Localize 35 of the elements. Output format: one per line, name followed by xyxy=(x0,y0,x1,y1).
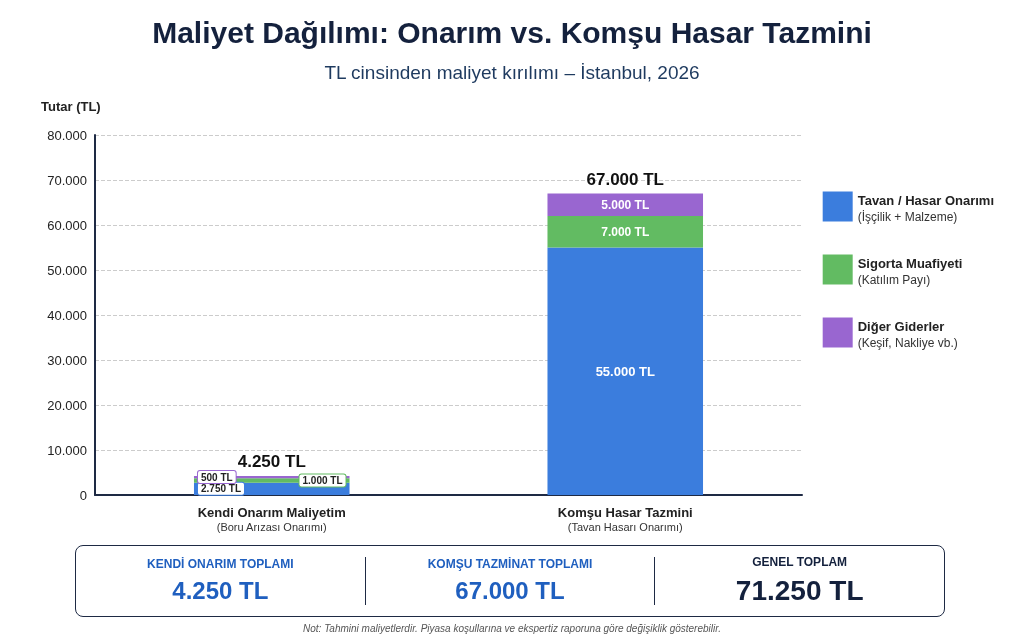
data-label: 55.000 TL xyxy=(595,363,655,379)
y-tick-label: 20.000 xyxy=(47,397,87,413)
y-tick-label: 50.000 xyxy=(47,262,87,278)
text: KOMŞU TAZMİNAT TOPLAMI xyxy=(426,557,594,571)
text: 71.250 TL xyxy=(734,575,865,607)
text: Not: Tahmini maliyetlerdir. Piyasa koşullarına ve ekspertiz raporuna göre değişiklik gösterebilir. xyxy=(302,623,722,634)
chart-subtitle: TL cinsinden maliyet kırılımı – İstanbul, 2026 xyxy=(324,62,700,83)
text: 4.250 TL xyxy=(171,577,270,605)
legend-label: Tavan / Hasar Onarımı (İşçilik + Malzeme) xyxy=(857,193,995,224)
y-tick-label: 10.000 xyxy=(47,442,87,458)
y-tick-label: 30.000 xyxy=(47,352,87,368)
bar xyxy=(547,193,704,216)
data-label: 5.000 TL xyxy=(601,197,650,212)
text: KENDİ ONARIM TOPLAMI xyxy=(146,557,295,571)
data-label: 2.750 TL xyxy=(200,483,242,495)
x-tick-label: Komşu Hasar Tazmini (Tavan Hasarı Onarımı) xyxy=(557,504,693,533)
total-label: 4.250 TL xyxy=(237,451,306,471)
legend-label: Sigorta Muafiyeti (Katılım Payı) xyxy=(857,256,963,287)
bar xyxy=(547,247,704,495)
y-axis-title: Tutar (TL) xyxy=(41,99,101,114)
total-label: 67.000 TL xyxy=(586,169,664,189)
data-label: 7.000 TL xyxy=(601,224,650,239)
chart-title: Maliyet Dağılımı: Onarım vs. Komşu Hasar Tazmini xyxy=(152,15,872,49)
y-tick-label: 40.000 xyxy=(47,307,87,323)
data-label: 1.000 TL xyxy=(302,474,343,486)
text: 67.000 TL xyxy=(454,577,566,605)
bar xyxy=(547,216,704,248)
y-tick-label: 80.000 xyxy=(47,127,87,143)
text: GENEL TOPLAM xyxy=(751,555,849,569)
y-tick-label: 60.000 xyxy=(47,217,87,233)
y-tick-label: 70.000 xyxy=(47,172,87,188)
y-tick-label: 0 xyxy=(79,487,87,503)
data-label: 500 TL xyxy=(200,471,233,483)
x-tick-label: Kendi Onarım Maliyetim (Boru Arızası Onarımı) xyxy=(197,504,346,533)
legend-label: Diğer Giderler (Keşif, Nakliye vb.) xyxy=(857,319,958,350)
